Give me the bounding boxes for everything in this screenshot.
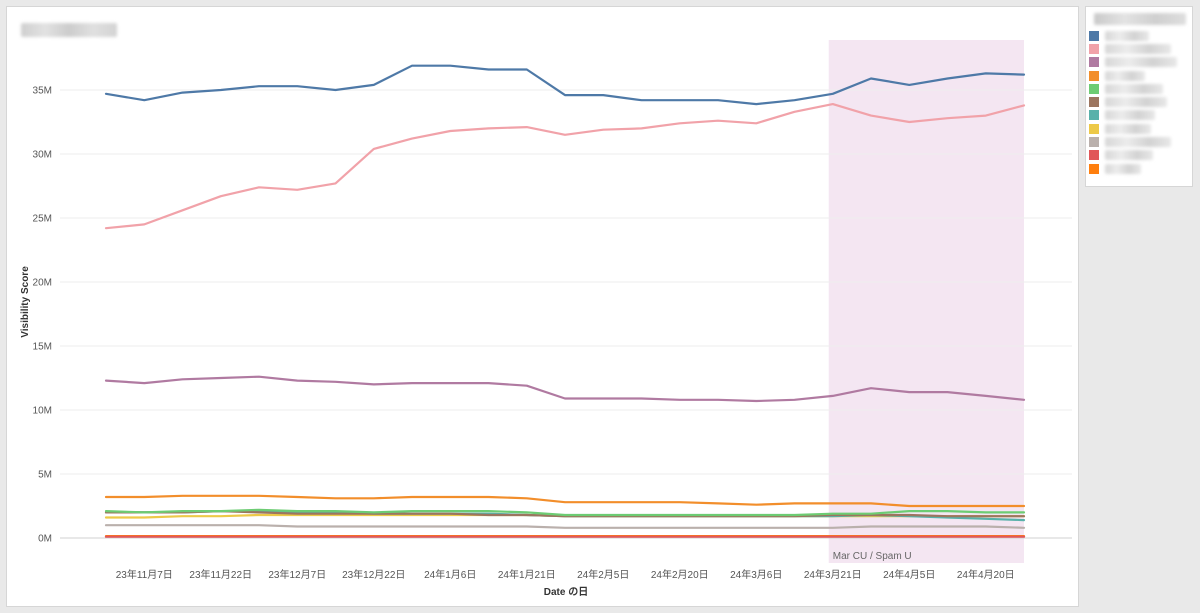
legend-swatch: [1089, 150, 1099, 161]
series-line: [104, 508, 1026, 517]
y-tick-label: 20M: [33, 278, 52, 289]
y-tick-label: 35M: [33, 86, 52, 97]
annotation-band: [828, 40, 1024, 563]
y-axis-title: Visibility Score: [20, 266, 31, 338]
legend-item[interactable]: [1089, 29, 1177, 42]
series-line: [104, 494, 1026, 508]
legend-item[interactable]: [1089, 135, 1177, 148]
y-tick-label: 10M: [33, 406, 52, 417]
legend-item[interactable]: [1089, 42, 1177, 55]
x-axis-ticks: 23年11月7日 23年11月22日 23年12月7日 23年12月22日 24年1月6…: [116, 568, 1015, 581]
x-tick-label: 23年12月22日: [342, 568, 405, 581]
x-tick-label: 24年4月5日: [883, 568, 935, 581]
series-lines: [104, 64, 1026, 538]
y-axis-ticks: 0M 5M 10M 15M 20M 25M 30M 35M: [33, 86, 52, 545]
legend-item[interactable]: [1089, 149, 1177, 162]
x-tick-label: 24年3月6日: [730, 568, 782, 581]
redacted-legend-label: [1105, 97, 1167, 108]
legend-item[interactable]: [1089, 69, 1177, 82]
legend-list: [1089, 29, 1177, 175]
redacted-legend-label: [1105, 43, 1171, 54]
legend-item[interactable]: [1089, 82, 1177, 95]
redacted-legend-title: [1094, 13, 1186, 25]
redacted-chart-title: [21, 23, 117, 37]
redacted-legend-label: [1105, 70, 1145, 81]
legend-swatch: [1089, 83, 1099, 94]
legend: [1085, 6, 1193, 187]
legend-item[interactable]: [1089, 122, 1177, 135]
series-line: [104, 375, 1026, 403]
legend-swatch: [1089, 30, 1099, 41]
y-tick-label: 15M: [33, 342, 52, 353]
legend-swatch: [1089, 123, 1099, 134]
legend-item[interactable]: [1089, 56, 1177, 69]
redacted-legend-label: [1105, 83, 1163, 94]
legend-swatch: [1089, 110, 1099, 121]
annotation-label: Mar CU / Spam U: [833, 551, 912, 562]
legend-swatch: [1089, 57, 1099, 68]
legend-swatch: [1089, 43, 1099, 54]
series-line: [104, 64, 1026, 106]
x-tick-label: 23年12月7日: [268, 568, 326, 581]
legend-item[interactable]: [1089, 95, 1177, 108]
redacted-legend-label: [1105, 110, 1155, 121]
x-tick-label: 24年2月20日: [651, 568, 709, 581]
legend-swatch: [1089, 163, 1099, 174]
legend-item[interactable]: [1089, 162, 1177, 175]
legend-swatch: [1089, 137, 1099, 148]
y-tick-label: 25M: [33, 214, 52, 225]
x-tick-label: 24年1月21日: [498, 568, 556, 581]
x-tick-label: 24年3月21日: [804, 568, 862, 581]
y-tick-label: 5M: [38, 470, 52, 481]
redacted-legend-label: [1105, 137, 1171, 148]
redacted-legend-label: [1105, 57, 1177, 68]
series-line: [104, 102, 1026, 230]
series-line: [104, 510, 1026, 518]
x-tick-label: 24年2月5日: [577, 568, 629, 581]
series-line: [104, 524, 1026, 529]
legend-swatch: [1089, 70, 1099, 81]
x-axis-title: Date の日: [544, 586, 588, 598]
redacted-legend-label: [1105, 150, 1153, 161]
x-tick-label: 23年11月7日: [116, 568, 173, 581]
x-tick-label: 24年1月6日: [424, 568, 476, 581]
legend-item[interactable]: [1089, 109, 1177, 122]
redacted-legend-label: [1105, 30, 1149, 41]
x-tick-label: 23年11月22日: [189, 568, 252, 581]
legend-swatch: [1089, 97, 1099, 108]
redacted-legend-label: [1105, 123, 1151, 134]
redacted-legend-label: [1105, 163, 1141, 174]
x-tick-label: 24年4月20日: [957, 568, 1015, 581]
y-tick-label: 30M: [33, 150, 52, 161]
y-tick-label: 0M: [38, 534, 52, 545]
